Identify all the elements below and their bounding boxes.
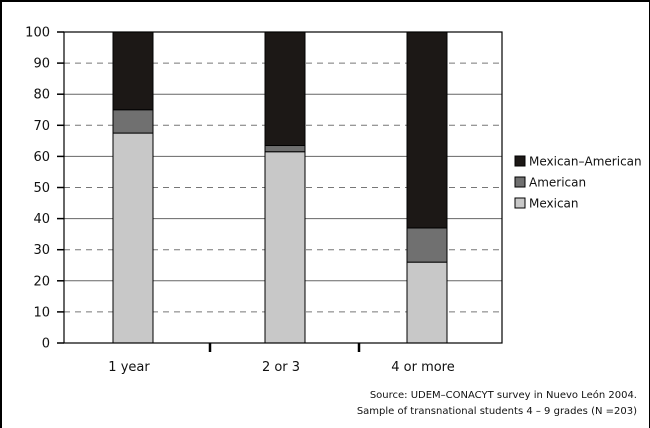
bar-3-mexican-american bbox=[406, 31, 448, 229]
legend-label-1: Mexican–American bbox=[529, 155, 642, 169]
source-notes: Source: UDEM–CONACYT survey in Nuevo Leó… bbox=[357, 389, 637, 417]
y-tick-label-20: 20 bbox=[33, 274, 50, 289]
bar-1-mexican-american bbox=[112, 31, 154, 111]
axes: 0 10 20 30 40 50 60 70 80 90 100 1 year 2 or 3 4 or m… bbox=[25, 26, 503, 375]
y-tick-label-60: 60 bbox=[33, 150, 50, 165]
legend-label-3: Mexican bbox=[529, 197, 579, 211]
y-tick-label-70: 70 bbox=[33, 119, 50, 134]
bar-3-mexican bbox=[406, 261, 448, 344]
bar-1-american bbox=[112, 109, 154, 134]
y-tick-label-40: 40 bbox=[33, 212, 50, 227]
legend-swatch-3 bbox=[514, 197, 526, 209]
bar-2-american bbox=[264, 145, 306, 153]
legend-swatch-2 bbox=[514, 176, 526, 188]
legend: Mexican–American American Mexican bbox=[514, 155, 642, 211]
source-note-line-2: Sample of transnational students 4 – 9 g… bbox=[357, 406, 637, 417]
source-note-line-1: Source: UDEM–CONACYT survey in Nuevo Leó… bbox=[370, 389, 637, 401]
plot-area-border bbox=[63, 31, 503, 344]
y-tick-label-80: 80 bbox=[33, 88, 50, 103]
bars bbox=[112, 31, 448, 344]
y-tick-label-30: 30 bbox=[33, 243, 50, 258]
y-tick-label-10: 10 bbox=[33, 305, 50, 320]
x-category-label-1: 1 year bbox=[108, 360, 150, 375]
legend-swatch-1 bbox=[514, 155, 526, 167]
bar-2-mexican bbox=[264, 151, 306, 344]
x-category-label-3: 4 or more bbox=[391, 360, 455, 375]
y-tick-label-100: 100 bbox=[25, 26, 50, 41]
bar-3-american bbox=[406, 227, 448, 263]
legend-label-2: American bbox=[529, 176, 586, 190]
x-category-label-2: 2 or 3 bbox=[262, 360, 300, 375]
bar-1-mexican bbox=[112, 132, 154, 344]
bar-2-mexican-american bbox=[264, 31, 306, 147]
y-tick-label-50: 50 bbox=[33, 181, 50, 196]
y-tick-label-0: 0 bbox=[42, 337, 50, 352]
y-tick-label-90: 90 bbox=[33, 57, 50, 72]
